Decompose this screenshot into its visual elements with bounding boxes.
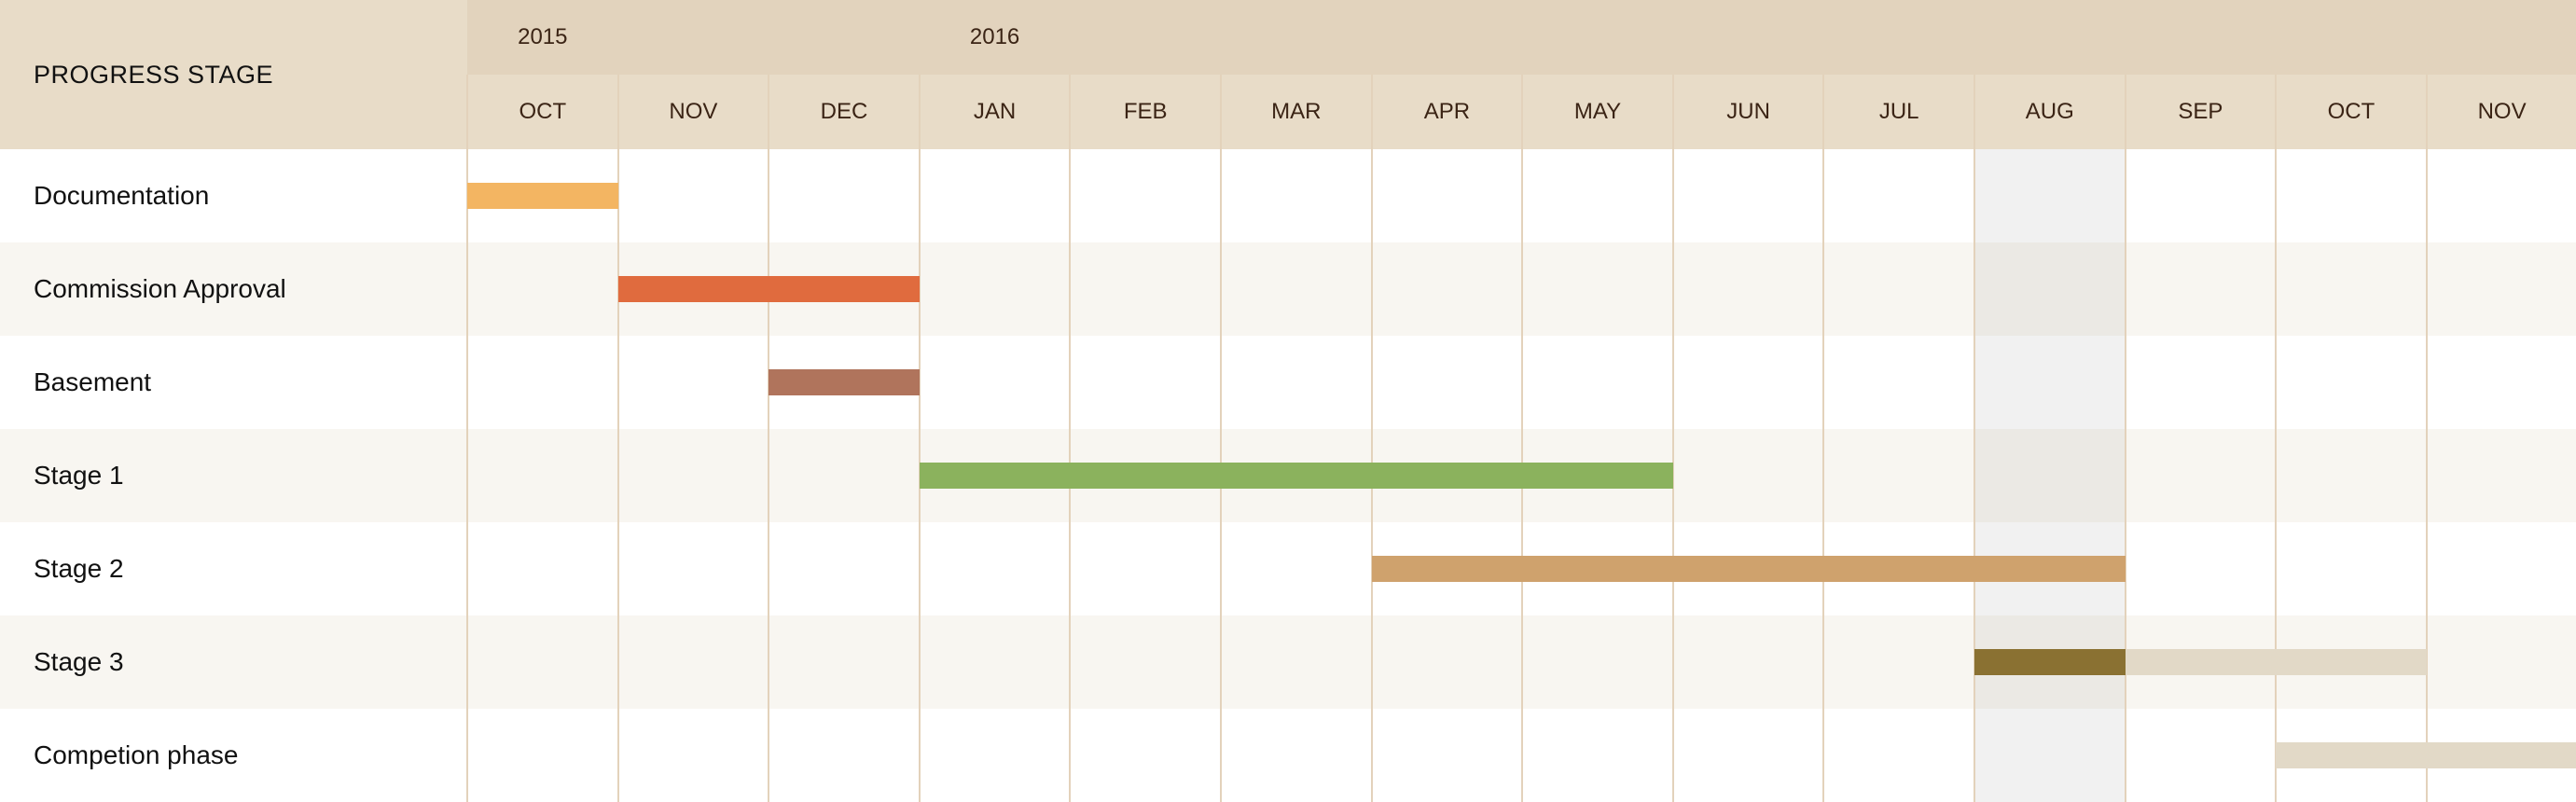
month-label: AUG: [2025, 99, 2074, 124]
grid-line: [2124, 75, 2126, 802]
task-bar: [2125, 649, 2427, 675]
task-label: Stage 3: [34, 647, 124, 676]
grid-line: [1974, 75, 1975, 802]
grid-line: [1521, 75, 1524, 802]
task-label: Stage 1: [34, 461, 124, 490]
grid-line: [616, 75, 619, 802]
year-label: 2015: [518, 24, 568, 49]
row-background: [0, 242, 2576, 336]
month-label: JUL: [1878, 99, 1919, 124]
task-label: Documentation: [34, 181, 210, 210]
grid-line: [1069, 75, 1072, 802]
grid-line: [918, 75, 921, 802]
month-label: DEC: [820, 99, 868, 124]
grid-line: [2275, 75, 2278, 802]
highlight-column: [1974, 149, 2126, 802]
task-bar: [769, 369, 920, 395]
month-label: MAY: [1573, 99, 1622, 124]
task-label: Commission Approval: [34, 274, 286, 303]
year-label: 2016: [969, 24, 1020, 49]
month-label: SEP: [2178, 99, 2223, 124]
task-label: Competion phase: [34, 740, 239, 769]
month-label: APR: [1423, 99, 1471, 124]
grid-line: [466, 75, 468, 802]
month-label: OCT: [2327, 99, 2375, 124]
task-bar: [1371, 556, 2126, 582]
month-label: NOV: [669, 99, 718, 124]
task-bar: [467, 183, 618, 209]
grid-line: [2425, 75, 2428, 802]
task-label: Basement: [34, 367, 152, 396]
task-bar: [919, 463, 1673, 489]
grid-line: [1220, 75, 1222, 802]
task-bar: [2276, 742, 2576, 768]
progress-stage-label: PROGRESS STAGE: [34, 60, 274, 89]
grid-line: [1822, 75, 1825, 802]
grid-line: [768, 75, 770, 802]
month-label: NOV: [2477, 99, 2527, 124]
task-bar: [617, 276, 920, 302]
month-label: MAR: [1271, 99, 1322, 124]
grid-line: [1370, 75, 1373, 802]
progress-stage-header: PROGRESS STAGE: [0, 0, 467, 149]
task-label: Stage 2: [34, 554, 124, 583]
year-header-band: [467, 0, 2576, 75]
month-label: OCT: [519, 99, 567, 124]
month-label: JAN: [973, 99, 1017, 124]
task-bar: [1974, 649, 2126, 675]
month-label: JUN: [1726, 99, 1770, 124]
grid-line: [1671, 75, 1674, 802]
month-label: FEB: [1123, 99, 1168, 124]
